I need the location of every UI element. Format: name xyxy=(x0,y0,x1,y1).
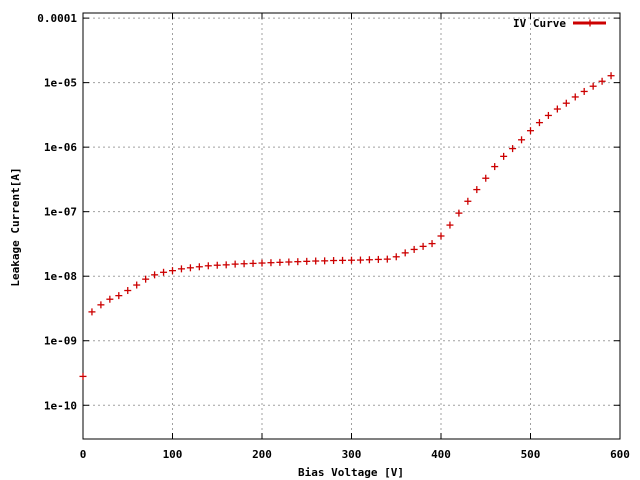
data-point-54 xyxy=(562,99,570,107)
data-point-59 xyxy=(607,72,615,80)
legend-marker xyxy=(586,19,594,27)
data-point-51 xyxy=(535,119,543,127)
data-point-29 xyxy=(339,256,347,264)
data-point-45 xyxy=(482,174,490,182)
x-tick-label-0: 0 xyxy=(80,448,87,461)
data-point-18 xyxy=(240,260,248,268)
data-point-21 xyxy=(267,259,275,267)
data-point-58 xyxy=(598,77,606,85)
axis-ticks xyxy=(82,13,621,439)
plot-frame xyxy=(82,12,621,440)
data-point-42 xyxy=(455,209,463,217)
x-tick-label-5: 500 xyxy=(521,448,541,461)
data-point-19 xyxy=(249,259,257,267)
data-point-31 xyxy=(356,256,364,264)
y-axis-label: Leakage Current[A] xyxy=(9,167,22,286)
data-point-17 xyxy=(231,260,239,268)
data-point-46 xyxy=(491,163,499,171)
x-axis-label: Bias Voltage [V] xyxy=(298,466,404,479)
data-point-44 xyxy=(473,186,481,194)
data-point-28 xyxy=(330,257,338,265)
data-point-15 xyxy=(213,261,221,269)
data-point-56 xyxy=(580,87,588,95)
data-point-33 xyxy=(374,255,382,263)
data-point-1 xyxy=(88,308,96,316)
y-tick-label-4: 1e-06 xyxy=(44,141,77,154)
data-point-52 xyxy=(544,111,552,119)
data-point-3 xyxy=(106,295,114,303)
data-point-7 xyxy=(142,275,150,283)
data-point-2 xyxy=(97,301,105,309)
data-point-10 xyxy=(169,267,176,275)
data-point-0 xyxy=(79,372,87,380)
data-point-53 xyxy=(553,105,561,113)
data-point-36 xyxy=(401,249,409,257)
legend-marker-plus xyxy=(586,19,594,27)
data-point-6 xyxy=(133,281,141,289)
data-point-34 xyxy=(383,255,391,263)
data-point-11 xyxy=(177,265,185,273)
data-point-43 xyxy=(464,197,472,205)
data-points xyxy=(79,72,615,380)
data-point-22 xyxy=(276,258,284,266)
data-point-27 xyxy=(321,257,329,265)
data-point-55 xyxy=(571,93,579,101)
y-tick-label-5: 1e-05 xyxy=(44,77,77,90)
x-tick-label-1: 100 xyxy=(163,448,183,461)
data-point-8 xyxy=(151,271,159,279)
data-point-5 xyxy=(124,287,132,295)
y-tick-label-2: 1e-08 xyxy=(44,270,77,283)
data-point-48 xyxy=(509,145,517,153)
data-point-30 xyxy=(348,256,355,264)
data-point-32 xyxy=(365,256,373,264)
data-point-35 xyxy=(392,253,400,261)
data-point-20 xyxy=(258,259,266,267)
y-tick-label-6: 0.0001 xyxy=(37,12,77,25)
data-point-23 xyxy=(285,258,293,266)
grid-lines xyxy=(83,13,620,439)
x-tick-label-3: 300 xyxy=(342,448,362,461)
data-point-50 xyxy=(527,127,534,135)
data-point-37 xyxy=(410,245,418,253)
x-tick-label-6: 600 xyxy=(610,448,630,461)
x-tick-label-4: 400 xyxy=(431,448,451,461)
data-point-49 xyxy=(518,136,526,144)
data-point-57 xyxy=(589,82,597,90)
data-point-14 xyxy=(204,262,212,270)
legend-label: IV Curve xyxy=(513,17,566,30)
data-point-26 xyxy=(312,257,320,265)
tick-labels: 0 100 200 300 400 500 600 1e-10 1e-09 1e-08 1e-07 1… xyxy=(37,12,630,461)
y-tick-label-1: 1e-09 xyxy=(44,335,77,348)
y-tick-label-0: 1e-10 xyxy=(44,399,77,412)
data-point-41 xyxy=(446,221,454,229)
data-point-12 xyxy=(186,264,194,272)
data-point-13 xyxy=(195,263,203,271)
data-point-25 xyxy=(303,257,311,265)
data-point-4 xyxy=(115,292,123,300)
data-point-38 xyxy=(419,242,427,250)
y-tick-label-3: 1e-07 xyxy=(44,206,77,219)
x-tick-label-2: 200 xyxy=(252,448,272,461)
data-point-40 xyxy=(437,232,445,240)
data-point-47 xyxy=(500,152,508,160)
data-point-24 xyxy=(294,258,302,266)
data-point-39 xyxy=(428,240,436,248)
data-point-16 xyxy=(222,261,230,269)
data-point-9 xyxy=(160,268,168,276)
legend: IV Curve xyxy=(513,17,606,30)
